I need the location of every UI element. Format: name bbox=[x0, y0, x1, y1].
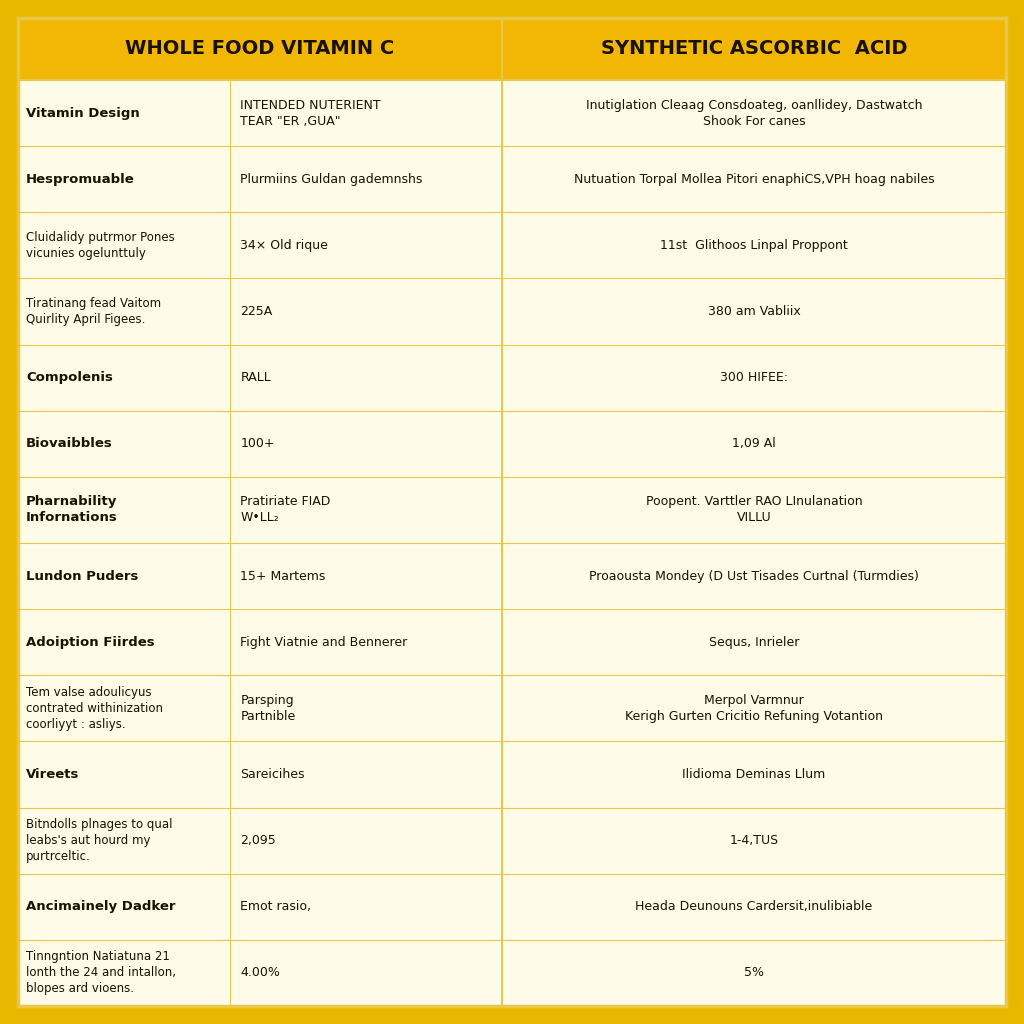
Text: Sareicihes: Sareicihes bbox=[241, 768, 305, 781]
Text: Heada Deunouns Cardersit,inulibiable: Heada Deunouns Cardersit,inulibiable bbox=[636, 900, 872, 913]
Text: 15+ Martems: 15+ Martems bbox=[241, 569, 326, 583]
Text: Parsping
Partnible: Parsping Partnible bbox=[241, 694, 296, 723]
Text: Merpol Varmnur
Kerigh Gurten Cricitio Refuning Votantion: Merpol Varmnur Kerigh Gurten Cricitio Re… bbox=[625, 694, 883, 723]
Text: Plurmiins Guldan gademnshs: Plurmiins Guldan gademnshs bbox=[241, 173, 423, 185]
FancyBboxPatch shape bbox=[18, 18, 1006, 80]
Text: Bitndolls plnages to qual
leabs's aut hourd my
purtrceltic.: Bitndolls plnages to qual leabs's aut ho… bbox=[26, 818, 172, 863]
Text: RALL: RALL bbox=[241, 371, 271, 384]
FancyBboxPatch shape bbox=[18, 18, 1006, 1006]
Text: Pratiriate FIAD
W•LL₂: Pratiriate FIAD W•LL₂ bbox=[241, 496, 331, 524]
Text: 300 HIFEE:: 300 HIFEE: bbox=[720, 371, 788, 384]
Text: Tiratinang fead Vaitom
Quirlity April Figees.: Tiratinang fead Vaitom Quirlity April Fi… bbox=[26, 297, 161, 326]
Text: Ilidioma Deminas Llum: Ilidioma Deminas Llum bbox=[682, 768, 825, 781]
Text: 1-4,TUS: 1-4,TUS bbox=[729, 835, 778, 847]
Text: Inutiglation Cleaag Consdoateg, oanllidey, Dastwatch
Shook For canes: Inutiglation Cleaag Consdoateg, oanllide… bbox=[586, 98, 923, 128]
Text: Vireets: Vireets bbox=[26, 768, 80, 781]
Text: 4.00%: 4.00% bbox=[241, 967, 281, 979]
Text: 1,09 Al: 1,09 Al bbox=[732, 437, 776, 451]
Text: 11st  Glithoos Linpal Proppont: 11st Glithoos Linpal Proppont bbox=[660, 239, 848, 252]
Text: 2,095: 2,095 bbox=[241, 835, 276, 847]
Text: Tinngntion Natiatuna 21
lonth the 24 and intallon,
blopes ard vioens.: Tinngntion Natiatuna 21 lonth the 24 and… bbox=[26, 950, 176, 995]
Text: Fight Viatnie and Bennerer: Fight Viatnie and Bennerer bbox=[241, 636, 408, 649]
Text: Cluidalidy putrmor Pones
vicunies ogelunttuly: Cluidalidy putrmor Pones vicunies ogelun… bbox=[26, 230, 175, 260]
Text: 34× Old rique: 34× Old rique bbox=[241, 239, 329, 252]
Text: 380 am Vabliix: 380 am Vabliix bbox=[708, 305, 801, 318]
Text: Vitamin Design: Vitamin Design bbox=[26, 106, 139, 120]
Text: 5%: 5% bbox=[744, 967, 764, 979]
Text: INTENDED NUTERIENT
TEAR "ER ,GUA": INTENDED NUTERIENT TEAR "ER ,GUA" bbox=[241, 98, 381, 128]
Text: Emot rasio,: Emot rasio, bbox=[241, 900, 311, 913]
Text: Biovaibbles: Biovaibbles bbox=[26, 437, 113, 451]
Text: Pharnability
Infornations: Pharnability Infornations bbox=[26, 496, 118, 524]
Text: Poopent. Varttler RAO LInulanation
VILLU: Poopent. Varttler RAO LInulanation VILLU bbox=[646, 496, 862, 524]
Text: Hespromuable: Hespromuable bbox=[26, 173, 135, 185]
Text: Lundon Puders: Lundon Puders bbox=[26, 569, 138, 583]
Text: Compolenis: Compolenis bbox=[26, 371, 113, 384]
Text: Nutuation Torpal Mollea Pitori enaphiCS,VPH hoag nabiles: Nutuation Torpal Mollea Pitori enaphiCS,… bbox=[573, 173, 934, 185]
Text: Tem valse adoulicyus
contrated withinization
coorliyyt : asliys.: Tem valse adoulicyus contrated withiniza… bbox=[26, 686, 163, 731]
Text: 100+: 100+ bbox=[241, 437, 274, 451]
Text: 225A: 225A bbox=[241, 305, 272, 318]
Text: SYNTHETIC ASCORBIC  ACID: SYNTHETIC ASCORBIC ACID bbox=[601, 40, 907, 58]
Text: Ancimainely Dadker: Ancimainely Dadker bbox=[26, 900, 175, 913]
Text: WHOLE FOOD VITAMIN C: WHOLE FOOD VITAMIN C bbox=[125, 40, 394, 58]
Text: Proaousta Mondey (D Ust Tisades Curtnal (Turmdies): Proaousta Mondey (D Ust Tisades Curtnal … bbox=[589, 569, 919, 583]
Text: Sequs, Inrieler: Sequs, Inrieler bbox=[709, 636, 800, 649]
Text: Adoiption Fiirdes: Adoiption Fiirdes bbox=[26, 636, 155, 649]
